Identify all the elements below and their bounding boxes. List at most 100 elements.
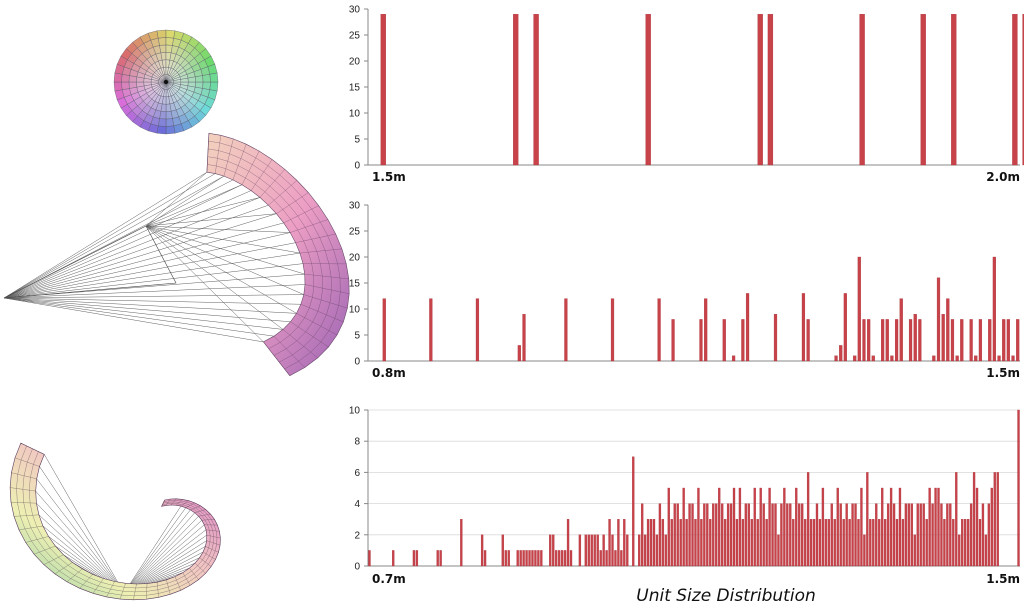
histogram-bar (694, 519, 697, 567)
histogram-bar (918, 319, 922, 362)
histogram-bar (699, 319, 703, 362)
x-end-label: 2.0m (986, 170, 1020, 184)
histogram-bar (955, 472, 958, 567)
histogram-bar (866, 472, 869, 567)
histogram-bar (750, 519, 753, 567)
histogram-bar (842, 519, 845, 567)
histogram-bar (853, 355, 857, 362)
histogram-bar (904, 503, 908, 567)
histogram-bar (913, 534, 916, 567)
histogram-bar (890, 355, 894, 362)
histogram-bar (504, 550, 507, 567)
histogram-bar (875, 503, 878, 567)
histogram-bar (528, 550, 531, 567)
histogram-bar (925, 519, 928, 567)
histogram-bar (590, 534, 593, 567)
histogram-bar (815, 503, 819, 567)
histogram-bar (901, 519, 905, 567)
histogram-bar (978, 319, 983, 362)
histogram-bar (783, 487, 786, 567)
histogram-bar (534, 550, 537, 567)
histogram-bar (872, 519, 875, 567)
histogram-bar (936, 277, 941, 362)
fan-surface-icon (3, 132, 350, 377)
histogram-bar (801, 293, 806, 362)
y-tick-label: 8 (354, 437, 360, 448)
histogram-bar (602, 534, 605, 567)
histogram-bar (827, 519, 830, 567)
histogram-bar (688, 503, 691, 567)
histogram-bar (809, 519, 813, 567)
histogram-bar (765, 519, 768, 567)
histogram-bar (824, 519, 828, 567)
histogram-bar (643, 534, 647, 567)
histogram-bar (555, 550, 558, 567)
histogram-bar (522, 550, 525, 567)
y-tick-label: 25 (349, 31, 361, 42)
y-tick-label: 0 (354, 161, 360, 172)
histogram-bar (878, 519, 881, 567)
histogram-bar (881, 487, 884, 567)
y-tick-label: 0 (354, 357, 360, 368)
histogram-bar (851, 503, 854, 567)
histogram-bar (795, 487, 798, 567)
histogram-bar (1017, 409, 1020, 567)
y-tick-label: 4 (354, 499, 360, 510)
histogram-bar (836, 487, 839, 567)
histogram-bar (718, 487, 721, 567)
histogram-bar (723, 519, 727, 567)
histogram-bar (599, 550, 602, 567)
histogram-bar (992, 256, 996, 362)
y-tick-label: 25 (349, 227, 361, 238)
y-tick-label: 30 (349, 5, 361, 16)
histogram-bar (950, 319, 955, 362)
histogram-bar (664, 534, 667, 567)
histogram-bar (806, 472, 810, 567)
histogram-bar (940, 503, 943, 567)
histogram-bar (759, 487, 762, 567)
histogram-bar (605, 550, 608, 567)
histogram-bar (913, 314, 917, 362)
histogram-bar (658, 503, 662, 567)
histogram-bar (671, 319, 675, 362)
histogram-bar (731, 355, 736, 362)
histogram-bar (507, 550, 510, 567)
histogram-bar (412, 550, 416, 567)
histogram-bar (670, 519, 673, 567)
y-tick-label: 10 (349, 406, 361, 417)
histogram-bar (745, 293, 750, 362)
histogram-bar (801, 503, 804, 567)
histogram-bar (898, 487, 902, 567)
histogram-bar (638, 534, 641, 567)
histogram-bar (558, 550, 561, 567)
histogram-bar (540, 550, 543, 567)
histogram-bar (834, 355, 838, 362)
histogram-bar (569, 550, 573, 567)
histogram-panel-top: 0 5 10 15 20 25 30 1.5m 2.0m (349, 5, 1024, 184)
histogram-bar (1006, 319, 1010, 362)
histogram-bar (786, 503, 789, 567)
histogram-bar (722, 319, 726, 362)
histogram-bar (368, 550, 371, 567)
histogram-bar (860, 487, 863, 567)
histogram-bar (867, 319, 871, 362)
y-tick-label: 0 (354, 562, 360, 573)
histogram-bar (987, 503, 991, 567)
histogram-bar (969, 503, 973, 567)
histogram-bar (812, 519, 816, 567)
spiral-surface-icon (9, 442, 221, 601)
histogram-bar (806, 319, 810, 362)
histogram-bar (833, 519, 836, 567)
histogram-bar (747, 503, 750, 567)
histogram-bar (857, 519, 860, 567)
y-tick-label: 20 (349, 57, 361, 68)
histogram-bar (859, 14, 865, 166)
histogram-bar (996, 472, 999, 567)
histogram-bar (522, 314, 526, 362)
histogram-bar (771, 503, 774, 567)
histogram-bar (857, 256, 861, 362)
histogram-bar (780, 503, 783, 567)
histogram-bar (691, 503, 694, 567)
x-start-label: 0.8m (372, 366, 406, 380)
histogram-bar (946, 503, 949, 567)
